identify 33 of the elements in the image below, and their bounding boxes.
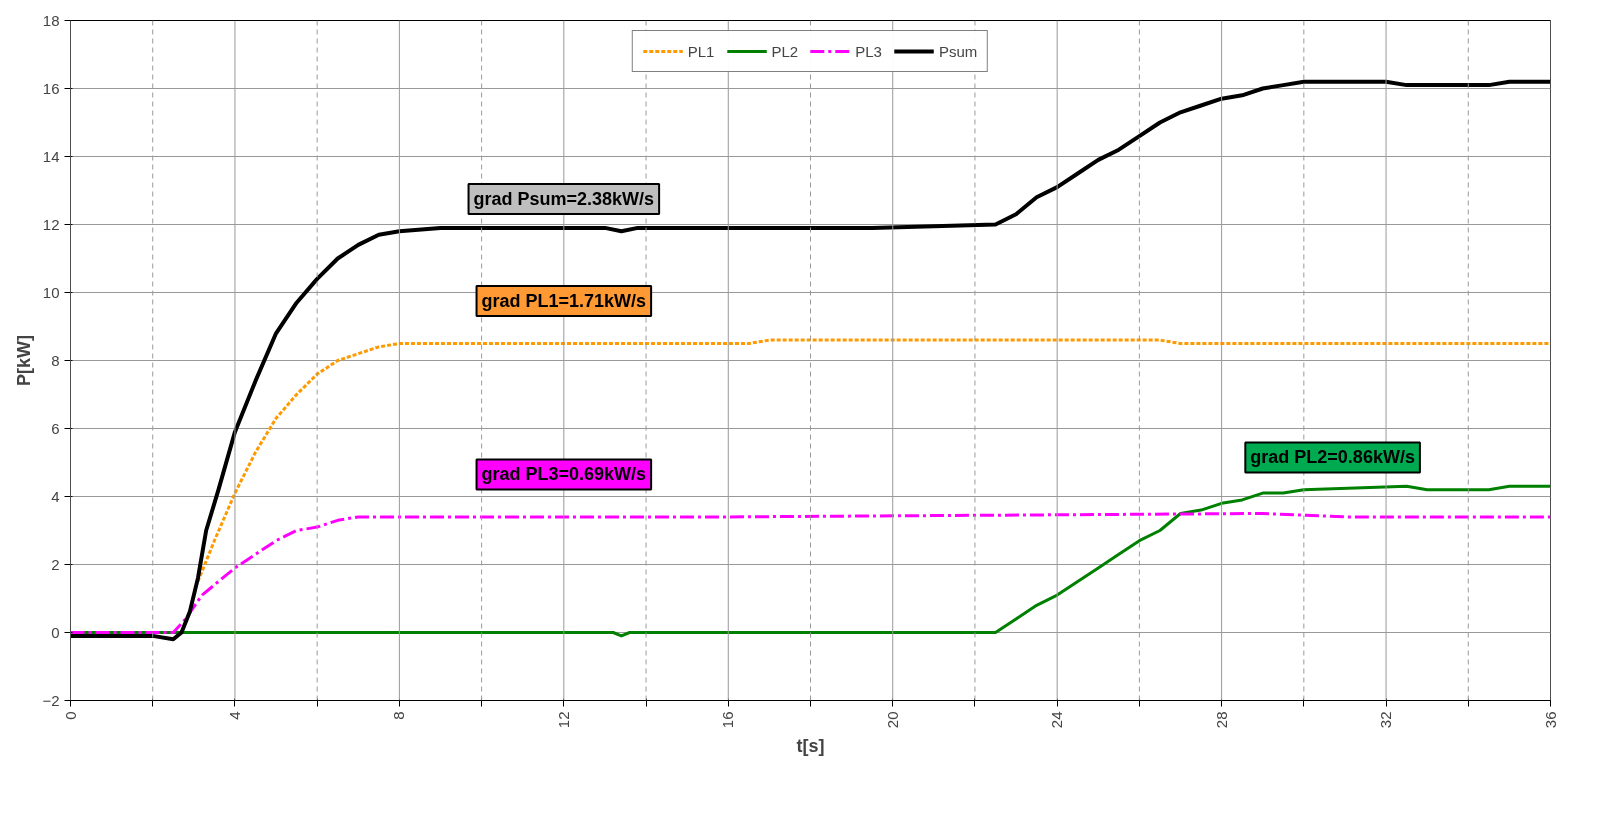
annotation: grad Psum=2.38kW/s bbox=[473, 189, 655, 209]
legend-label: PL3 bbox=[855, 42, 882, 60]
y-tick-label: 12 bbox=[42, 215, 60, 233]
legend-label: Psum bbox=[938, 42, 978, 60]
x-tick-label: 12 bbox=[554, 711, 572, 729]
y-tick-label: 18 bbox=[42, 11, 60, 29]
x-tick-label: 28 bbox=[1212, 711, 1230, 729]
x-axis-title: t[s] bbox=[796, 736, 825, 757]
y-tick-label: 2 bbox=[51, 555, 60, 573]
y-tick-label: 14 bbox=[42, 147, 60, 165]
x-tick-label: 20 bbox=[883, 711, 901, 729]
line-series bbox=[196, 338, 1551, 583]
x-tick-label: 0 bbox=[61, 711, 79, 720]
annotation: grad PL1=1.71kW/s bbox=[481, 291, 647, 311]
legend-label: PL1 bbox=[687, 42, 715, 60]
x-tick-label: 4 bbox=[225, 711, 243, 720]
y-tick-label: 8 bbox=[51, 351, 60, 369]
y-tick-label: −2 bbox=[42, 691, 60, 709]
x-tick-label: 32 bbox=[1377, 711, 1395, 729]
y-axis-title: P[kW] bbox=[14, 335, 35, 386]
y-tick-label: 16 bbox=[42, 79, 60, 97]
x-tick-label: 24 bbox=[1048, 711, 1066, 729]
annotation: grad PL3=0.69kW/s bbox=[481, 464, 647, 485]
x-tick-label: 16 bbox=[719, 711, 737, 729]
y-tick-label: 10 bbox=[42, 283, 60, 301]
y-tick-label: 4 bbox=[51, 487, 60, 505]
y-tick-label: 0 bbox=[51, 623, 60, 641]
annotation: grad PL2=0.86kW/s bbox=[1250, 447, 1415, 468]
line-series bbox=[70, 512, 1551, 634]
x-tick-label: 36 bbox=[1541, 711, 1559, 729]
y-tick-label: 6 bbox=[51, 419, 60, 437]
legend-label: PL2 bbox=[771, 42, 799, 60]
x-tick-label: 8 bbox=[390, 711, 408, 720]
